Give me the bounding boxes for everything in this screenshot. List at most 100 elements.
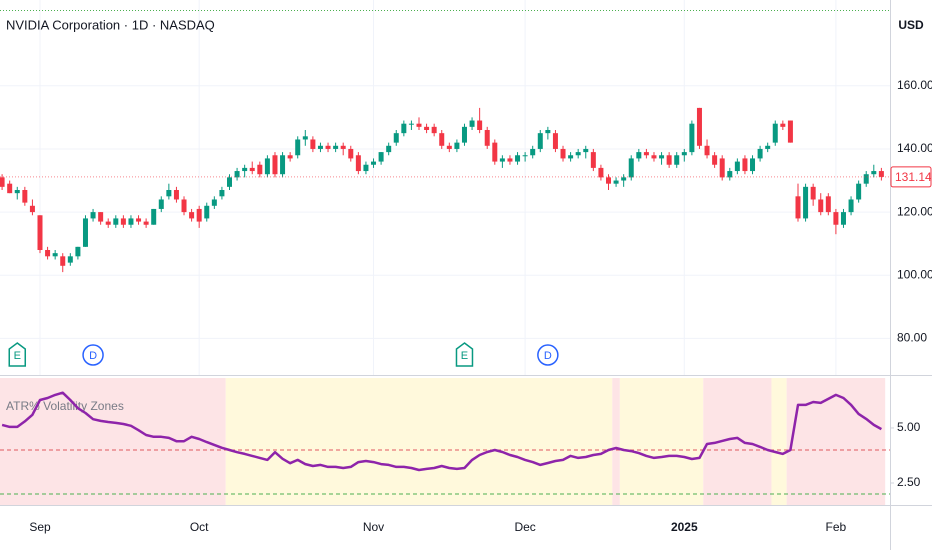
candle-body: [60, 256, 66, 266]
x-tick-label: Oct: [190, 520, 209, 534]
candle-body: [878, 171, 884, 177]
candle-body: [568, 155, 574, 159]
candle-body: [810, 186, 816, 200]
candle-body: [408, 123, 414, 125]
candle-body: [204, 205, 210, 219]
candle-body: [545, 130, 551, 134]
candle-body: [818, 199, 824, 213]
candle-body: [840, 212, 846, 225]
candle-body: [431, 126, 437, 134]
candle-body: [537, 133, 543, 149]
candle-body: [0, 177, 5, 187]
candle-body: [583, 148, 589, 153]
candle-body: [734, 161, 740, 172]
volatility-zone: [612, 378, 620, 505]
candle-body: [674, 155, 680, 165]
candle-body: [848, 199, 854, 213]
candle-body: [803, 186, 809, 219]
candle-body: [416, 123, 422, 127]
candle-body: [560, 148, 566, 159]
candle-body: [825, 196, 831, 213]
candle-body: [712, 155, 718, 165]
volatility-zone: [771, 378, 787, 505]
backdrop: [0, 0, 890, 505]
candle-body: [393, 133, 399, 143]
candle-body: [727, 171, 733, 178]
candle-body: [454, 142, 460, 149]
x-tick-label: Sep: [29, 520, 51, 534]
candle-body: [242, 167, 248, 172]
candle-body: [211, 199, 217, 206]
candle-body: [227, 177, 232, 187]
candle-body: [757, 148, 763, 159]
candle-body: [295, 139, 301, 156]
candle-body: [666, 155, 672, 165]
candle-body: [189, 212, 195, 219]
candle-body: [105, 221, 111, 225]
candle-body: [363, 164, 369, 172]
candle-body: [659, 155, 665, 159]
candle-body: [173, 190, 179, 200]
candle-body: [22, 190, 28, 203]
candle-body: [681, 152, 687, 156]
candle-body: [780, 123, 786, 127]
candle-body: [136, 218, 142, 222]
y-tick-label: 120.00: [897, 204, 932, 218]
candle-body: [196, 208, 202, 222]
candle-body: [863, 174, 869, 184]
candle-body: [333, 145, 339, 149]
candle-body: [613, 180, 619, 184]
candle-body: [151, 208, 157, 225]
candle-body: [469, 120, 475, 127]
candle-body: [29, 205, 35, 213]
event-marker: [537, 344, 559, 366]
currency-label: USD: [898, 18, 924, 32]
candle-body: [439, 133, 445, 146]
event-label: D: [544, 350, 552, 362]
candle-body: [628, 158, 634, 178]
indicator-line: [1, 391, 883, 472]
candle-body: [386, 145, 392, 153]
candle-body: [219, 190, 225, 197]
event-label: D: [89, 350, 97, 362]
candle-body: [765, 145, 771, 149]
candle-body: [98, 212, 104, 222]
candle-body: [704, 145, 710, 156]
candle-body: [249, 167, 255, 172]
candle-body: [348, 148, 354, 159]
candle-body: [257, 164, 263, 175]
candle-body: [287, 155, 293, 159]
x-tick-label: Feb: [826, 520, 847, 534]
candle-body: [643, 152, 649, 156]
volatility-zone: [0, 378, 226, 505]
candle-body: [636, 152, 642, 159]
candle-body: [507, 158, 513, 162]
candle-body: [787, 120, 793, 143]
candle-body: [522, 155, 528, 157]
candle-body: [45, 250, 51, 257]
candle-body: [128, 218, 134, 225]
candle-body: [113, 218, 119, 225]
y-tick-label: 100.00: [897, 267, 932, 281]
x-tick-label: Nov: [363, 520, 384, 534]
y-tick-label: 2.50: [897, 475, 921, 489]
candle-body: [378, 152, 384, 162]
candle-body: [280, 155, 286, 175]
volatility-zone: [619, 378, 704, 505]
candle-body: [90, 212, 96, 219]
volatility-zone: [786, 378, 886, 505]
x-tick-label: Dec: [514, 520, 535, 534]
candle-body: [181, 199, 187, 213]
candle-body: [302, 136, 308, 140]
candle-body: [272, 155, 278, 175]
candle-body: [833, 212, 839, 225]
candle-body: [52, 253, 58, 257]
candle-body: [871, 171, 877, 175]
candle-body: [795, 196, 801, 219]
candle-body: [719, 158, 725, 178]
y-tick-label: 5.00: [897, 420, 921, 434]
candle-body: [499, 158, 505, 162]
candle-body: [515, 155, 521, 162]
last-price-label: 131.14: [895, 170, 932, 184]
